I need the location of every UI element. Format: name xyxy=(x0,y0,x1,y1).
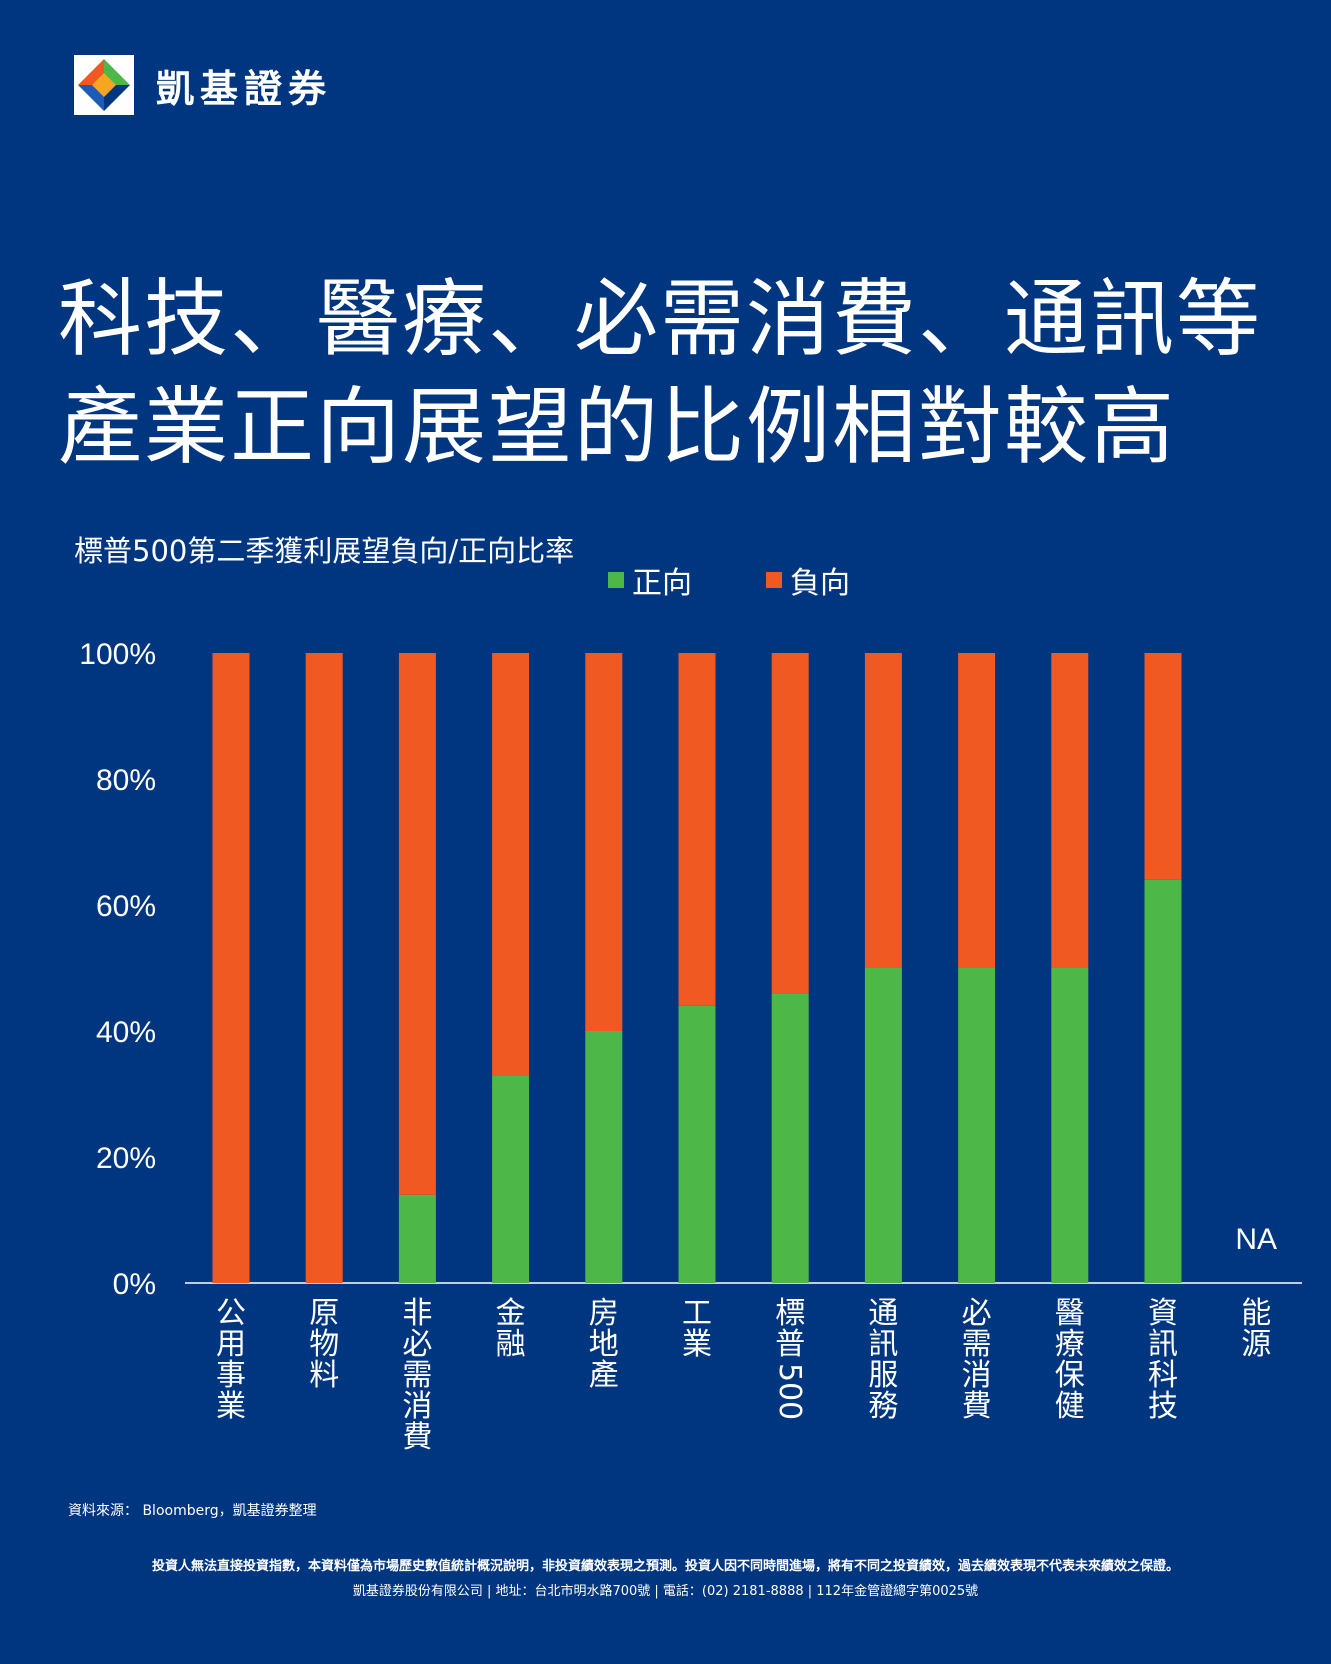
x-tick-char: 事 xyxy=(216,1358,246,1393)
x-tick-label: 原物料 xyxy=(309,1296,339,1393)
x-tick-char: 保 xyxy=(1055,1358,1085,1393)
x-tick-char: 普 xyxy=(775,1327,805,1362)
headline-line-2: 產業正向展望的比例相對較高 xyxy=(58,378,1177,476)
x-tick-char: 源 xyxy=(1241,1327,1271,1362)
y-tick-label: 100% xyxy=(79,638,156,671)
bar-negative xyxy=(585,653,623,1031)
x-tick-char: 消 xyxy=(962,1358,992,1393)
na-label: NA xyxy=(1235,1223,1277,1256)
bar-negative xyxy=(1051,653,1089,968)
x-tick-char: 融 xyxy=(496,1327,526,1362)
x-tick-char: 能 xyxy=(1241,1296,1271,1331)
x-tick-label: 金融 xyxy=(496,1296,526,1362)
x-tick-char: 科 xyxy=(1148,1358,1178,1393)
x-tick-char: 訊 xyxy=(1148,1327,1178,1362)
y-tick-label: 20% xyxy=(96,1142,156,1175)
legend-positive-label: 正向 xyxy=(632,566,692,601)
x-tick-char: 工 xyxy=(682,1296,712,1331)
x-tick-char: 地 xyxy=(589,1327,619,1362)
x-tick-char: 費 xyxy=(402,1420,432,1455)
x-tick-char: 健 xyxy=(1055,1389,1085,1424)
bar-positive xyxy=(1144,879,1182,1283)
x-tick-char: 消 xyxy=(402,1389,432,1424)
x-tick-char: 非 xyxy=(402,1296,432,1331)
x-tick-label: 工業 xyxy=(682,1296,712,1362)
chart-title: 標普500第二季獲利展望負向/正向比率 xyxy=(74,534,575,568)
x-tick-char: 醫 xyxy=(1055,1296,1085,1331)
x-tick-label: 房地產 xyxy=(589,1296,619,1393)
legend-positive: 正向 xyxy=(608,558,692,602)
brand-logo: 凱基證券 xyxy=(74,55,332,115)
bar-negative xyxy=(305,653,343,1283)
bar-positive xyxy=(492,1075,530,1283)
x-tick-char: 產 xyxy=(589,1358,619,1393)
bar-negative xyxy=(492,653,530,1076)
x-tick-label: 標普500 xyxy=(772,1296,807,1420)
x-tick-char: 資 xyxy=(1148,1296,1178,1331)
bar-positive xyxy=(678,1005,716,1283)
x-tick-char: 服 xyxy=(868,1358,898,1393)
bar-negative xyxy=(958,653,996,968)
x-tick-char: 5 xyxy=(772,1363,807,1382)
legend-negative-label: 負向 xyxy=(790,566,850,601)
bar-positive xyxy=(771,993,809,1283)
x-tick-char: 必 xyxy=(962,1296,992,1331)
x-tick-char: 通 xyxy=(868,1296,898,1331)
company-info: 凱基證券股份有限公司 | 地址：台北市明水路700號 | 電話：(02) 218… xyxy=(352,1584,979,1599)
x-tick-char: 房 xyxy=(589,1296,619,1331)
legend-negative-swatch xyxy=(766,572,782,588)
x-tick-label: 必需消費 xyxy=(962,1296,992,1424)
logo-icon xyxy=(74,55,134,115)
bar-positive xyxy=(958,968,996,1283)
headline-line-1: 科技、醫療、必需消費、通訊等 xyxy=(58,270,1263,368)
bar-negative xyxy=(771,653,809,994)
x-tick-label: 能源 xyxy=(1241,1296,1271,1362)
bar-negative xyxy=(398,653,436,1195)
x-tick-char: 業 xyxy=(216,1389,246,1424)
bar-negative xyxy=(212,653,250,1283)
x-tick-char: 標 xyxy=(775,1296,805,1331)
y-tick-label: 80% xyxy=(96,764,156,797)
legend-positive-swatch xyxy=(608,572,624,588)
bar-positive xyxy=(398,1194,436,1283)
x-tick-char: 用 xyxy=(216,1327,246,1362)
x-tick-char: 療 xyxy=(1055,1327,1085,1362)
bar-positive xyxy=(1051,968,1089,1283)
x-tick-char: 0 xyxy=(772,1382,807,1401)
bar-negative xyxy=(864,653,902,968)
x-tick-char: 業 xyxy=(682,1327,712,1362)
x-tick-char: 訊 xyxy=(868,1327,898,1362)
x-tick-char: 技 xyxy=(1148,1389,1178,1424)
x-tick-char: 0 xyxy=(772,1401,807,1420)
bar-negative xyxy=(1144,653,1182,880)
y-tick-label: 40% xyxy=(96,1016,156,1049)
disclaimer: 投資人無法直接投資指數，本資料僅為市場歷史數值統計概況說明，非投資績效表現之預測… xyxy=(151,1559,1179,1574)
x-tick-char: 物 xyxy=(309,1327,339,1362)
brand-name: 凱基證券 xyxy=(156,66,333,111)
x-tick-char: 務 xyxy=(868,1389,898,1424)
x-tick-char: 原 xyxy=(309,1296,339,1331)
y-tick-label: 60% xyxy=(96,890,156,923)
x-tick-char: 金 xyxy=(496,1296,526,1331)
y-tick-label: 0% xyxy=(113,1268,156,1301)
x-tick-char: 需 xyxy=(402,1358,432,1393)
bar-positive xyxy=(864,968,902,1283)
headline: 科技、醫療、必需消費、通訊等 產業正向展望的比例相對較高 xyxy=(58,265,1308,481)
bar-negative xyxy=(678,653,716,1006)
x-tick-char: 公 xyxy=(216,1296,246,1331)
bar-positive xyxy=(585,1031,623,1283)
x-tick-char: 料 xyxy=(309,1358,339,1393)
x-tick-char: 需 xyxy=(962,1327,992,1362)
x-tick-char: 費 xyxy=(962,1389,992,1424)
x-tick-char: 必 xyxy=(402,1327,432,1362)
source-note: 資料來源： Bloomberg，凱基證券整理 xyxy=(68,1503,317,1519)
legend-negative: 負向 xyxy=(766,558,850,602)
